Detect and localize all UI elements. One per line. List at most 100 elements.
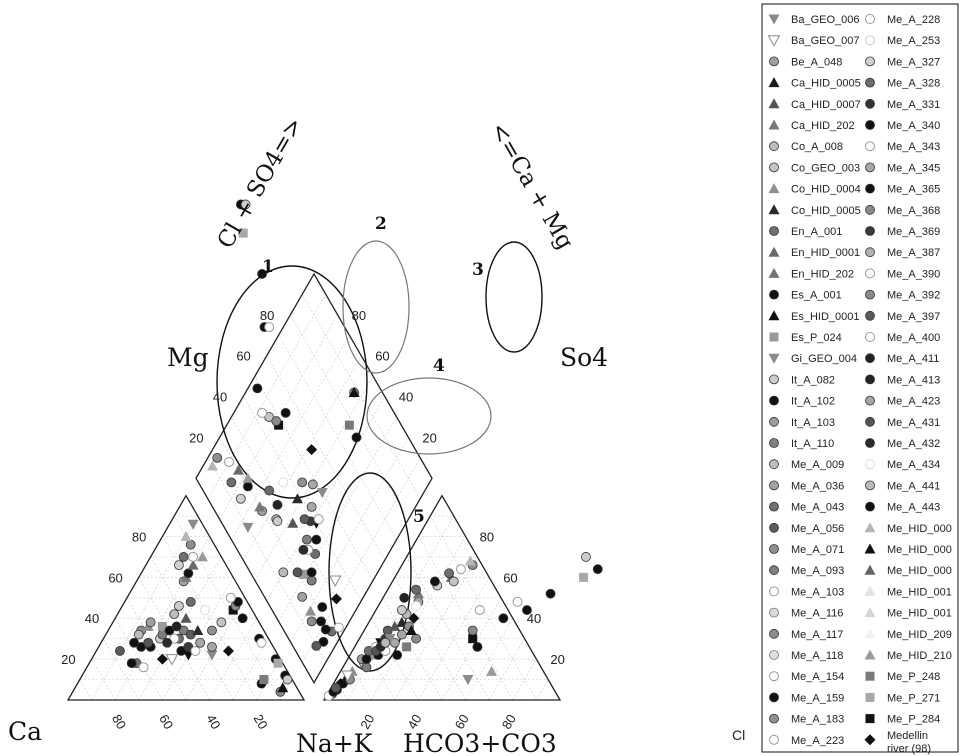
data-point-diamond	[306, 444, 318, 456]
data-point-diamond	[232, 464, 244, 475]
data-point-left-triangle	[256, 637, 267, 648]
legend-label: Me_A_397	[887, 311, 940, 323]
legend-label: It_A_082	[791, 374, 835, 386]
data-point-diamond	[242, 472, 254, 483]
data-point-left-triangle	[183, 568, 194, 579]
data-point-diamond	[272, 516, 283, 527]
legend-marker	[769, 141, 779, 152]
legend-marker	[865, 35, 875, 46]
grid-line	[290, 314, 409, 520]
data-point-diamond	[298, 544, 309, 555]
data-point-diamond	[313, 514, 324, 525]
data-point-right-triangle	[392, 650, 403, 660]
data-point-right-triangle	[512, 596, 523, 607]
data-point-diamond	[243, 481, 253, 492]
legend-label: Be_A_048	[791, 56, 842, 68]
legend-marker	[769, 162, 779, 173]
legend-marker	[865, 268, 875, 279]
data-point-diamond	[306, 575, 317, 586]
grid-line	[290, 437, 409, 642]
data-point-right-triangle	[581, 552, 591, 562]
data-point-diamond	[304, 605, 316, 616]
legend-label: Ca_HID_202	[791, 120, 855, 132]
legend-marker	[864, 522, 876, 533]
legend-label: Me_A_423	[887, 396, 940, 408]
tick-label-diamond-left: 40	[213, 390, 227, 405]
grid-line	[150, 556, 234, 701]
data-point-left-triangle	[207, 625, 217, 636]
data-point-right-triangle	[468, 634, 478, 644]
diagram-outlines	[66, 272, 562, 701]
data-point-right-triangle	[486, 665, 498, 676]
data-point-diamond	[257, 269, 267, 279]
data-point-right-triangle	[341, 670, 354, 683]
tick-label-left-side: 60	[108, 570, 122, 585]
grid-line	[138, 556, 222, 701]
data-point-diamond	[333, 622, 344, 633]
legend-marker	[769, 226, 779, 236]
grid-line	[278, 416, 397, 622]
tick-label-right-base: 40	[404, 712, 424, 732]
legend-marker	[865, 353, 875, 364]
legend-label: Me_A_369	[887, 226, 940, 238]
data-point-diamond	[316, 488, 328, 499]
legend-label: Me_A_340	[887, 120, 940, 132]
data-point-right-triangle	[399, 592, 410, 603]
tick-label-diamond-right: 40	[399, 390, 413, 405]
legend-label: Me_A_443	[887, 502, 940, 514]
grid-line	[301, 294, 421, 499]
data-point-right-triangle	[361, 654, 372, 665]
legend-marker	[865, 714, 875, 724]
data-point-left-triangle	[185, 596, 196, 607]
legend-label: Me_A_223	[791, 735, 844, 747]
legend-marker	[769, 565, 779, 576]
data-point-right-triangle	[405, 625, 417, 636]
legend-marker	[865, 204, 875, 215]
data-point-left-triangle	[206, 650, 218, 661]
legend-label: Me_HID_209	[887, 629, 952, 641]
data-point-diamond	[226, 477, 237, 488]
legend-marker	[769, 607, 779, 618]
group-ellipse-3	[485, 241, 543, 353]
legend-label: Me_A_118	[791, 650, 843, 662]
grid-line	[347, 515, 455, 701]
group-label-3: 3	[472, 260, 484, 280]
legend-marker	[865, 438, 875, 448]
sample-points	[115, 199, 603, 701]
tick-label-right-base: 80	[499, 712, 519, 732]
data-point-left-triangle	[216, 617, 227, 628]
legend-marker	[865, 692, 875, 702]
data-point-left-triangle	[188, 551, 199, 562]
legend-label: En_HID_0001	[791, 247, 860, 259]
legend-label: Me_A_159	[791, 692, 844, 704]
data-point-diamond	[297, 591, 308, 602]
data-point-right-triangle	[430, 576, 440, 587]
tick-label-diamond-left: 20	[189, 430, 203, 445]
diamond	[195, 272, 433, 684]
legend-label: Me_A_253	[887, 35, 940, 47]
data-point-right-triangle	[396, 605, 407, 615]
tick-label-right-base: 60	[452, 712, 472, 732]
data-point-diamond	[242, 522, 254, 533]
tick-label-left-base: 40	[203, 712, 223, 732]
grid-line	[79, 679, 92, 701]
data-point-diamond	[311, 534, 322, 545]
legend-marker	[769, 586, 779, 597]
legend-marker	[865, 332, 875, 342]
legend-label: river (98)	[887, 743, 931, 755]
data-point-diamond	[280, 407, 291, 418]
grid-lines	[79, 294, 549, 701]
data-point-left-triangle	[187, 519, 199, 530]
tick-label-right-side: 20	[550, 652, 564, 667]
data-point-right-triangle	[330, 682, 341, 693]
legend-marker	[865, 395, 875, 406]
legend-marker	[769, 480, 779, 491]
legend-label: Me_A_154	[791, 671, 844, 683]
data-point-left-triangle	[222, 645, 234, 657]
data-point-diamond	[311, 640, 322, 651]
data-point-right-triangle	[474, 605, 485, 616]
legend-marker	[865, 374, 875, 385]
legend-label: Me_A_327	[887, 56, 940, 68]
grid-line	[441, 597, 502, 701]
data-point-left-triangle	[187, 559, 199, 570]
